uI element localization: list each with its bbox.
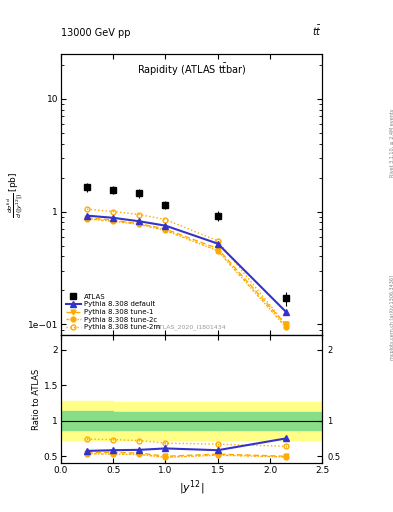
Text: $t\bar{t}$: $t\bar{t}$	[312, 25, 322, 38]
Text: mcplots.cern.ch [arXiv:1306.3436]: mcplots.cern.ch [arXiv:1306.3436]	[390, 275, 393, 360]
Text: ATLAS_2020_I1801434: ATLAS_2020_I1801434	[156, 324, 227, 330]
Text: Rapidity (ATLAS t$\bar{\rm t}$bar): Rapidity (ATLAS t$\bar{\rm t}$bar)	[137, 62, 246, 78]
Text: 13000 GeV pp: 13000 GeV pp	[61, 28, 130, 38]
Y-axis label: $\frac{d\sigma^{\rm fid}}{d\,(|y^{12}|)}\,[{\rm pb}]$: $\frac{d\sigma^{\rm fid}}{d\,(|y^{12}|)}…	[6, 172, 26, 218]
X-axis label: $|y^{12}|$: $|y^{12}|$	[179, 478, 204, 497]
Y-axis label: Ratio to ATLAS: Ratio to ATLAS	[32, 369, 41, 430]
Legend: ATLAS, Pythia 8.308 default, Pythia 8.308 tune-1, Pythia 8.308 tune-2c, Pythia 8: ATLAS, Pythia 8.308 default, Pythia 8.30…	[64, 292, 162, 332]
Text: Rivet 3.1.10, ≥ 2.4M events: Rivet 3.1.10, ≥ 2.4M events	[390, 109, 393, 178]
